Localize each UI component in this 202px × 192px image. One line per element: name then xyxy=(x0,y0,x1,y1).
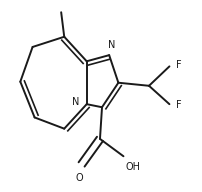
Text: N: N xyxy=(72,97,79,107)
Text: F: F xyxy=(176,60,181,70)
Text: OH: OH xyxy=(125,162,141,172)
Text: N: N xyxy=(107,40,115,50)
Text: O: O xyxy=(76,173,83,183)
Text: F: F xyxy=(176,100,181,110)
